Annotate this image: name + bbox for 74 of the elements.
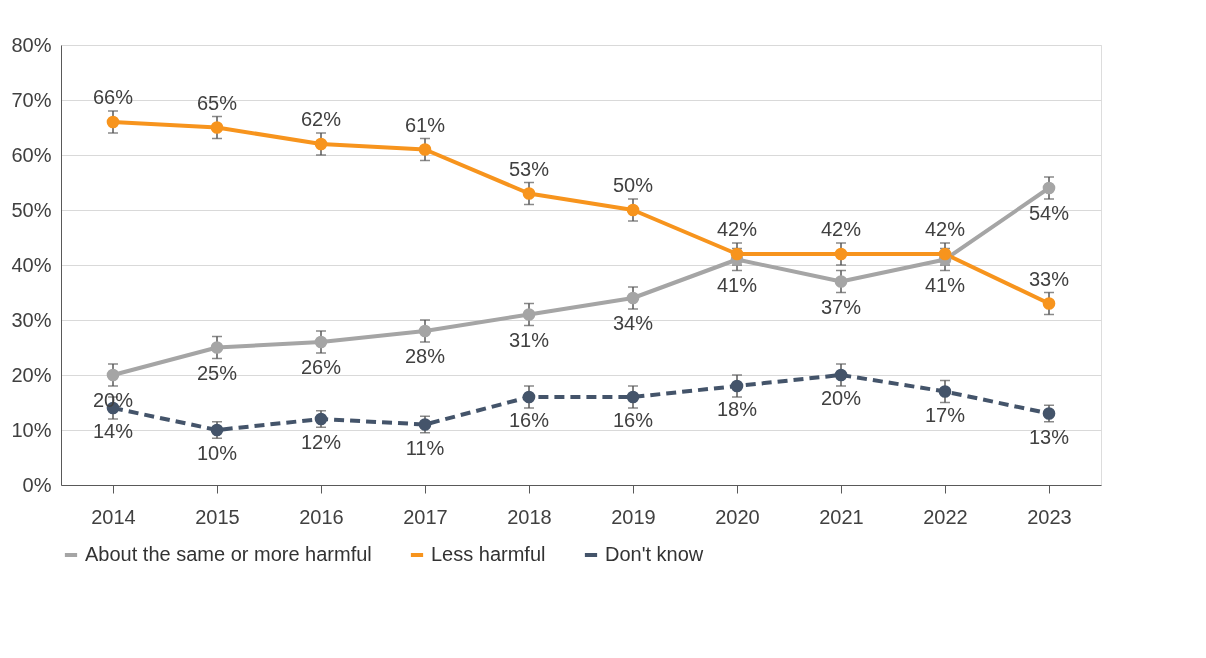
x-tick-label: 2015 [195, 505, 240, 528]
y-tick-label: 40% [11, 253, 52, 276]
data-label: 31% [508, 328, 550, 351]
data-label: 42% [924, 218, 966, 240]
data-label: 18% [716, 398, 758, 420]
data-label: 33% [1028, 267, 1070, 290]
point [626, 203, 640, 217]
data-label: 13% [1028, 425, 1070, 448]
data-label: 42% [820, 218, 862, 240]
point [314, 137, 328, 151]
point [210, 341, 224, 354]
point [938, 385, 952, 398]
data-label: 54% [1028, 202, 1070, 224]
data-label: 16% [612, 409, 654, 431]
y-tick-label: 50% [11, 198, 52, 221]
data-label: 41% [924, 273, 966, 296]
data-label: 25% [196, 361, 238, 384]
y-tick-label: 80% [11, 33, 52, 56]
data-label: 50% [612, 174, 654, 196]
x-tick-label: 2021 [819, 505, 864, 528]
point [834, 368, 848, 382]
point [626, 291, 640, 305]
data-label: 61% [404, 113, 446, 136]
point [106, 368, 120, 382]
y-tick-label: 20% [11, 363, 52, 386]
point [210, 121, 224, 134]
point [834, 275, 848, 288]
data-label: 16% [508, 409, 550, 431]
data-label: 66% [92, 86, 134, 108]
point [418, 324, 432, 338]
point [522, 308, 536, 321]
y-tick-label: 0% [22, 473, 52, 496]
point [1042, 181, 1056, 195]
data-label: 28% [404, 345, 446, 367]
data-label: 14% [92, 420, 134, 442]
x-tick-label: 2018 [507, 505, 552, 528]
data-label: 42% [716, 218, 758, 240]
x-tick-label: 2019 [611, 505, 656, 528]
legend-label: About the same or more harmful [85, 543, 372, 565]
point [106, 115, 120, 129]
data-label: 53% [508, 157, 550, 180]
point [626, 390, 640, 404]
point [522, 390, 536, 404]
data-label: 20% [820, 387, 862, 409]
data-label: 26% [300, 356, 342, 378]
x-tick-label: 2014 [91, 505, 136, 528]
data-label: 41% [716, 273, 758, 296]
point [418, 143, 432, 156]
y-tick-label: 60% [11, 143, 52, 166]
y-tick-label: 10% [11, 418, 52, 441]
legend-label: Less harmful [431, 543, 546, 565]
point [834, 247, 848, 261]
point [938, 247, 952, 261]
data-label: 37% [820, 295, 862, 318]
x-tick-label: 2016 [299, 505, 344, 528]
data-label: 65% [196, 91, 238, 114]
y-tick-label: 30% [11, 308, 52, 331]
x-tick-label: 2023 [1027, 505, 1072, 528]
legend-label: Don't know [605, 543, 704, 565]
data-label: 62% [300, 108, 342, 130]
point [1042, 297, 1056, 310]
point [730, 379, 744, 393]
point [314, 335, 328, 349]
point [730, 247, 744, 261]
data-label: 17% [924, 403, 966, 426]
data-label: 10% [196, 442, 238, 464]
data-label: 12% [300, 431, 342, 453]
data-label: 11% [405, 436, 445, 459]
data-label: 34% [612, 312, 654, 334]
point [522, 187, 536, 200]
x-tick-label: 2017 [403, 505, 448, 528]
x-tick-label: 2022 [923, 505, 968, 528]
x-tick-label: 2020 [715, 505, 760, 528]
y-tick-label: 70% [11, 88, 52, 111]
